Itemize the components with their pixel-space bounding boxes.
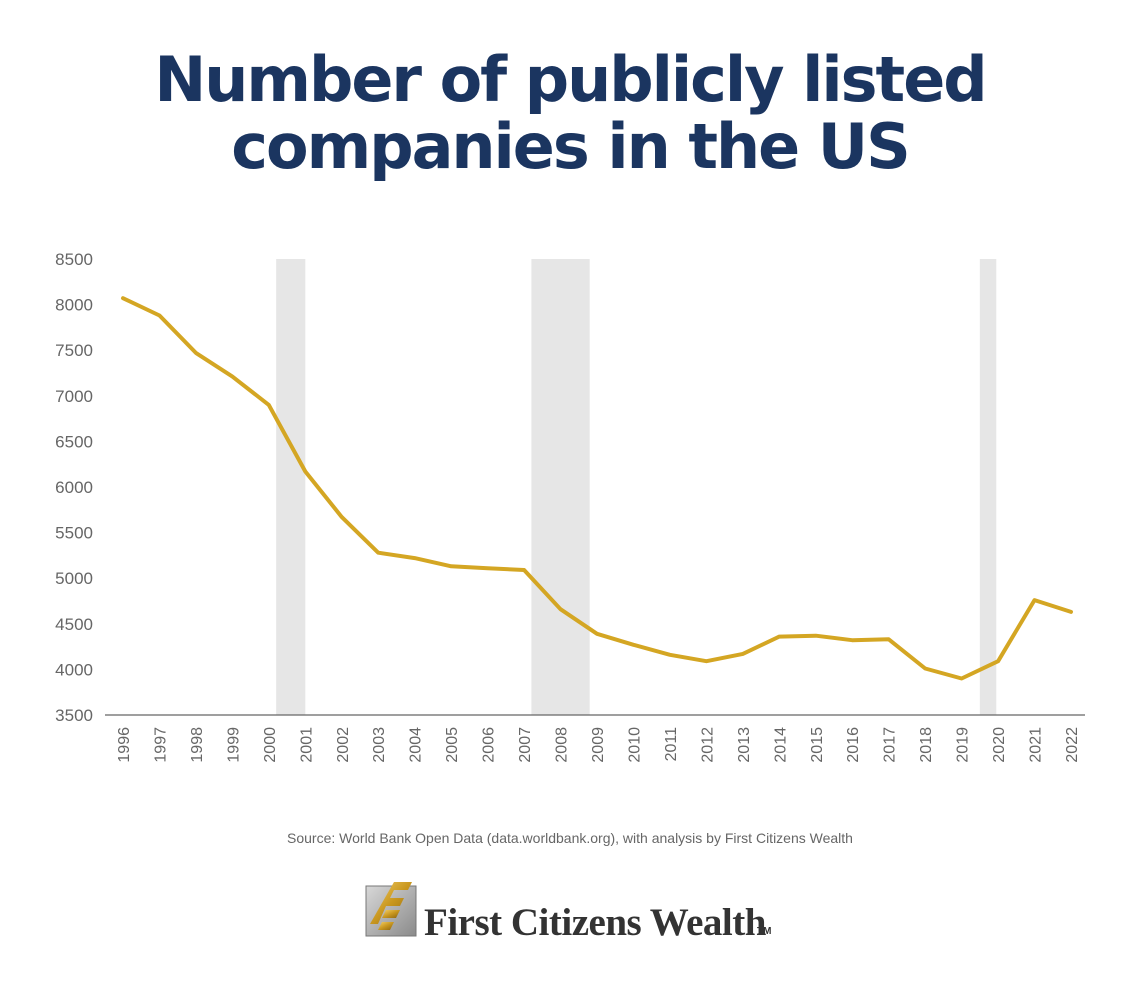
x-tick-label: 2000	[262, 727, 279, 763]
source-note: Source: World Bank Open Data (data.world…	[287, 830, 853, 846]
x-tick-label: 2002	[335, 727, 352, 763]
shaded-period-2	[979, 259, 997, 715]
series-line	[121, 296, 1073, 681]
x-tick-label: 2015	[809, 727, 826, 763]
x-tick-label: 2009	[590, 727, 607, 763]
y-tick-label: 6000	[55, 478, 93, 497]
x-tick-label: 2006	[481, 727, 498, 763]
x-tick-label: 2014	[772, 727, 789, 763]
x-tick-label: 2005	[444, 727, 461, 763]
x-tick-label: 2022	[1064, 727, 1081, 763]
x-tick-label: 2018	[918, 727, 935, 763]
y-tick-label: 4500	[55, 615, 93, 634]
logo-wordmark: First Citizens Wealth	[424, 901, 766, 944]
x-tick-label: 2001	[298, 727, 315, 763]
chart-title: Number of publicly listed companies in t…	[0, 46, 1140, 180]
y-tick-label: 6500	[55, 432, 93, 451]
logo-mark-icon	[365, 882, 417, 937]
x-tick-label: 1999	[225, 727, 242, 763]
x-tick-label: 2017	[882, 727, 899, 763]
x-tick-label: 1996	[116, 727, 133, 763]
y-axis-ticks: 3500 4000 4500 5000 5500 6000 6500 7000 7500 8000…	[55, 250, 93, 725]
x-tick-label: 2003	[371, 727, 388, 763]
x-tick-label: 2013	[736, 727, 753, 763]
y-tick-label: 7000	[55, 387, 93, 406]
x-tick-label: 2010	[626, 727, 643, 763]
line-chart: 3500 4000 4500 5000 5500 6000 6500 7000 7500 8000…	[55, 250, 1085, 763]
x-tick-label: 2019	[955, 727, 972, 763]
y-tick-label: 8500	[55, 250, 93, 269]
x-tick-label: 2004	[408, 727, 425, 763]
shaded-period-1	[531, 259, 590, 715]
x-tick-label: 2008	[554, 727, 571, 763]
y-tick-label: 7500	[55, 341, 93, 360]
recession-shading	[276, 259, 997, 715]
x-tick-label: 1998	[189, 727, 206, 763]
x-tick-label: 2016	[845, 727, 862, 763]
x-tick-label: 2007	[517, 727, 534, 763]
x-tick-label: 1997	[152, 727, 169, 763]
logo-trademark: TM	[757, 926, 772, 937]
y-tick-label: 5500	[55, 524, 93, 543]
x-tick-label: 2020	[991, 727, 1008, 763]
x-tick-label: 2012	[699, 727, 716, 763]
x-tick-label: 2021	[1028, 727, 1045, 763]
y-tick-label: 8000	[55, 296, 93, 315]
y-tick-label: 3500	[55, 706, 93, 725]
shaded-period-0	[276, 259, 306, 715]
x-tick-label: 2011	[663, 727, 680, 762]
y-tick-label: 4000	[55, 660, 93, 679]
chart-title-line-1: Number of publicly listed	[154, 43, 987, 116]
x-axis-ticks: 1996 1997 1998 1999 2000 2001 2002 2003 2004 2005…	[116, 727, 1081, 763]
y-tick-label: 5000	[55, 569, 93, 588]
chart-title-line-2: companies in the US	[231, 110, 910, 183]
